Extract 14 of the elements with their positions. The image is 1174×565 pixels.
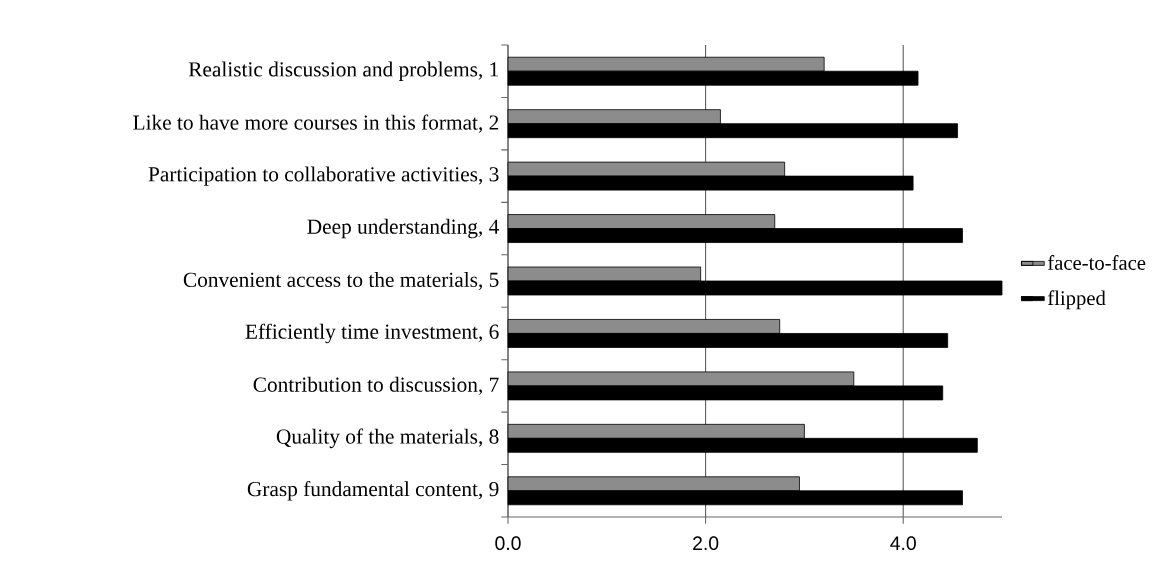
y-tick-label: Convenient access to the materials, 5 xyxy=(183,271,499,291)
legend-label: face-to-face xyxy=(1047,255,1146,270)
y-tick-label: Grasp fundamental content, 9 xyxy=(247,481,499,501)
y-tick-label: Participation to collaborative activities, 3 xyxy=(148,166,499,186)
y-tick-label: Quality of the materials, 8 xyxy=(276,428,499,449)
legend-label: flipped xyxy=(1047,290,1106,310)
y-tick-label: Efficiently time investment, 6 xyxy=(245,323,499,344)
y-tick-label: Contribution to discussion, 7 xyxy=(253,376,499,395)
y-tick-label: Realistic discussion and problems, 1 xyxy=(188,61,499,81)
x-tick-label: 2.0 xyxy=(693,536,719,551)
x-tick-label: 0.0 xyxy=(495,536,521,551)
y-tick-label: Deep understanding, 4 xyxy=(307,218,499,239)
x-tick-label: 4.0 xyxy=(890,536,916,551)
y-tick-label: Like to have more courses in this format, 2 xyxy=(133,114,499,133)
